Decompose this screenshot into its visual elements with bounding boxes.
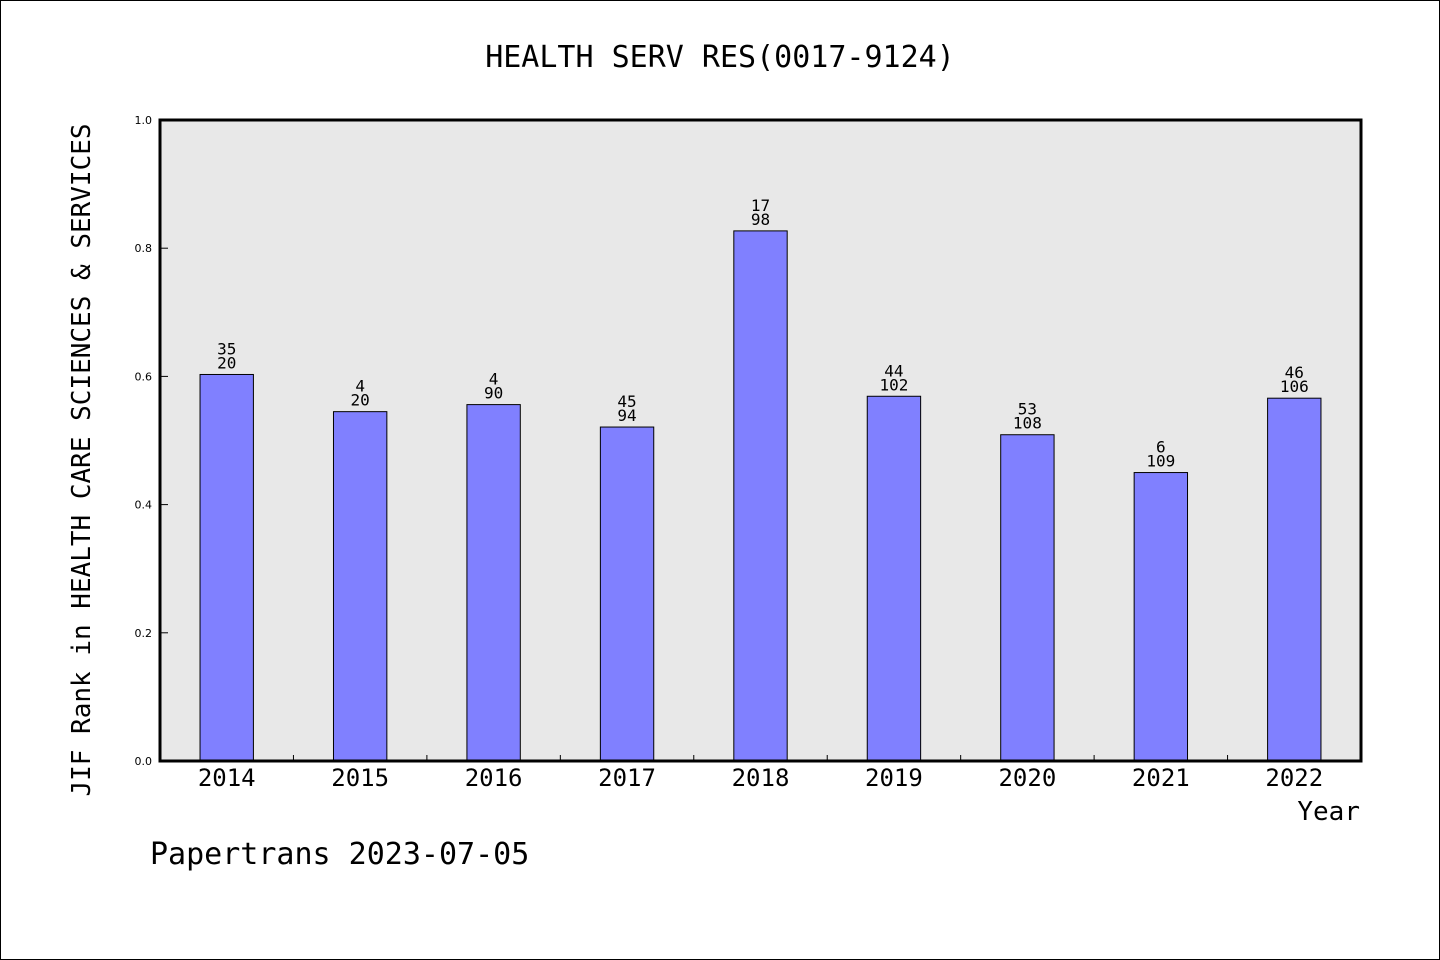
- x-tick-label: 2021: [1132, 764, 1190, 792]
- bar-total-label: 20: [217, 353, 236, 372]
- bar[interactable]: [199, 373, 254, 762]
- bar-rank-label: 4: [355, 377, 365, 396]
- bar[interactable]: [866, 395, 922, 762]
- x-tick-label: 2020: [998, 764, 1056, 792]
- bar-total-label: 102: [879, 375, 908, 394]
- y-tick-label: 0.2: [135, 627, 153, 640]
- bar-rank-label: 17: [751, 196, 770, 215]
- bar-rank-label: 53: [1018, 400, 1037, 419]
- bar-rank-label: 46: [1285, 363, 1304, 382]
- y-axis-label: JIF Rank in HEALTH CARE SCIENCES & SERVI…: [67, 123, 97, 796]
- bar-total-label: 20: [351, 391, 370, 410]
- bar-total-label: 106: [1280, 377, 1309, 396]
- y-tick-label: 1.0: [135, 114, 153, 127]
- y-tick-label: 0.4: [135, 499, 153, 512]
- x-tick-label: 2015: [331, 764, 389, 792]
- bar-total-label: 108: [1013, 414, 1042, 433]
- bar[interactable]: [1267, 397, 1322, 762]
- bar[interactable]: [466, 404, 521, 762]
- x-tick-label: 2017: [598, 764, 656, 792]
- x-tick-label: 2019: [865, 764, 923, 792]
- x-tick-label: 2014: [198, 764, 256, 792]
- bar-total-label: 109: [1146, 452, 1175, 471]
- bar[interactable]: [1133, 472, 1189, 762]
- bar-rank-label: 4: [489, 370, 499, 389]
- bar-rank-label: 44: [884, 361, 903, 380]
- bar[interactable]: [599, 426, 655, 762]
- bar-rank-label: 6: [1156, 438, 1166, 457]
- bar[interactable]: [1000, 434, 1055, 762]
- x-tick-label: 2018: [732, 764, 790, 792]
- bar[interactable]: [332, 411, 388, 762]
- footer-text: Papertrans 2023-07-05: [150, 837, 529, 872]
- bar[interactable]: [733, 230, 788, 762]
- y-tick-label: 0.0: [135, 755, 153, 768]
- plot-area: 0.00.20.40.60.81.03520201442020154902016…: [135, 114, 1363, 792]
- bar-total-label: 90: [484, 384, 503, 403]
- bar-total-label: 94: [617, 406, 636, 425]
- x-axis-label: Year: [1297, 797, 1360, 827]
- y-tick-label: 0.6: [135, 370, 153, 383]
- bar-rank-label: 45: [617, 392, 636, 411]
- bar-rank-label: 35: [217, 339, 236, 358]
- y-tick-label: 0.8: [135, 242, 153, 255]
- bar-total-label: 98: [751, 210, 770, 229]
- chart-title: HEALTH SERV RES(0017-9124): [485, 40, 955, 75]
- x-tick-label: 2016: [465, 764, 523, 792]
- x-tick-label: 2022: [1265, 764, 1323, 792]
- plot-border: [158, 118, 1363, 763]
